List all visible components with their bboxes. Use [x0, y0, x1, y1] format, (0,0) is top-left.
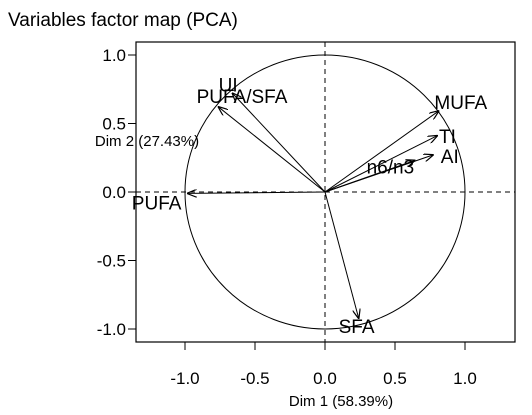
x-tick-label: 1.0 — [453, 369, 477, 388]
x-axis-label: Dim 1 (58.39%) — [289, 393, 393, 410]
variable-label-ui: UI — [219, 75, 238, 96]
arrow-ui — [233, 93, 326, 193]
y-tick-label: -0.5 — [97, 252, 126, 271]
variable-label-ti: TI — [439, 127, 456, 148]
variable-label-mufa: MUFA — [434, 93, 487, 114]
arrow-n6-n3 — [324, 160, 415, 193]
correlation-circle — [184, 54, 466, 330]
x-tick-label: 0.5 — [383, 369, 407, 388]
x-tick-label: -1.0 — [170, 369, 199, 388]
y-axis-label: Dim 2 (27.43%) — [95, 133, 199, 150]
chart-title: Variables factor map (PCA) — [8, 10, 238, 31]
variable-label-n6-n3: n6/n3 — [367, 157, 415, 178]
y-tick-label: -1.0 — [97, 320, 126, 339]
x-tick-label: 0.0 — [313, 369, 337, 388]
arrow-ti — [324, 136, 437, 193]
y-tick-label: 1.0 — [102, 46, 126, 65]
variable-label-sfa: SFA — [339, 317, 375, 338]
arrow-sfa — [324, 191, 359, 318]
variable-label-pufa-sfa: PUFA/SFA — [197, 87, 288, 108]
variable-label-ai: AI — [441, 147, 459, 168]
variable-label-pufa: PUFA — [132, 193, 182, 214]
y-tick-label: 0.0 — [102, 183, 126, 202]
arrow-pufa — [188, 192, 326, 193]
y-tick-label: 0.5 — [102, 115, 126, 134]
arrow-pufa-sfa — [219, 107, 326, 193]
arrow-mufa — [324, 111, 438, 193]
x-tick-label: -0.5 — [240, 369, 269, 388]
